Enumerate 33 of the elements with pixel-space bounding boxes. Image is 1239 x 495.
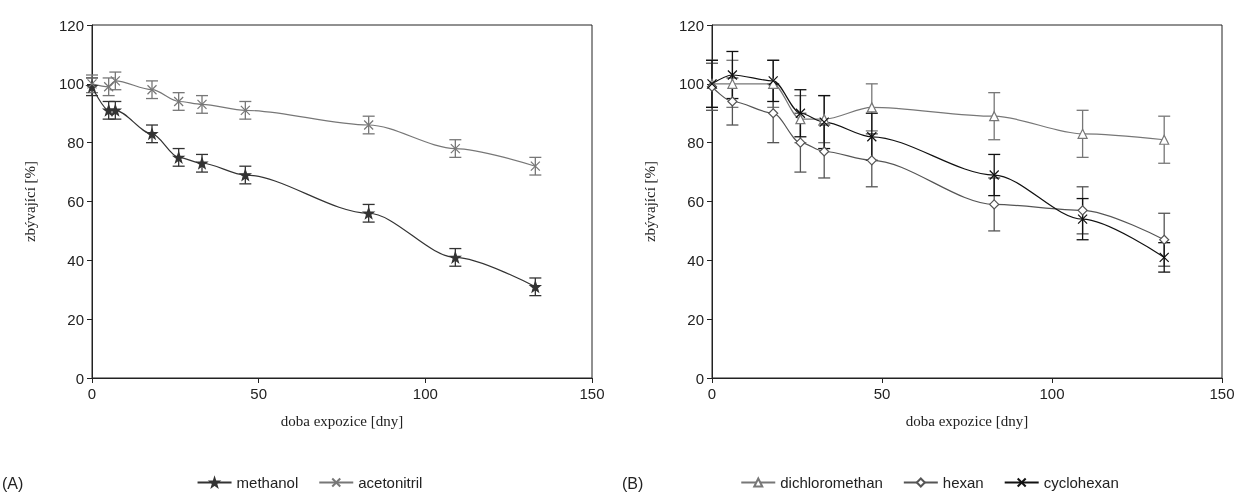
x-tick-label: 150 (1209, 385, 1235, 402)
y-tick-label: 80 (687, 134, 704, 152)
y-tick-label: 20 (67, 310, 84, 328)
legend-label: dichloromethan (780, 474, 883, 491)
legend-label: methanol (236, 474, 299, 491)
y-tick-label: 60 (67, 193, 84, 210)
text: (B) (622, 474, 644, 492)
y-tick-label: 40 (67, 251, 84, 269)
y-tick-label: 120 (678, 16, 704, 34)
x-tick-label: 50 (873, 385, 891, 402)
y-tick-label: 0 (695, 369, 704, 387)
y-tick-label: 0 (75, 369, 84, 387)
legend-label: cyclohexan (1043, 474, 1119, 491)
x-tick-label: 0 (707, 385, 717, 402)
y-tick-label: 80 (67, 134, 84, 152)
x-tick-label: 50 (250, 385, 268, 402)
y-tick-label: 100 (678, 75, 704, 93)
x-axis-title: doba expozice [dny] (280, 412, 404, 429)
y-tick-label: 60 (687, 193, 704, 210)
x-tick-label: 100 (412, 385, 438, 402)
legend-label: hexan (942, 474, 984, 491)
y-tick-label: 20 (687, 310, 704, 328)
x-tick-label: 0 (87, 385, 97, 402)
y-axis-title: zbývající [%] (641, 160, 658, 243)
y-axis-title: zbývající [%] (21, 160, 38, 243)
x-tick-label: 100 (1039, 385, 1065, 402)
x-tick-label: 150 (579, 385, 605, 402)
y-tick-label: 100 (58, 75, 84, 93)
x-axis-title: doba expozice [dny] (905, 412, 1029, 429)
y-tick-label: 120 (58, 16, 84, 34)
y-tick-label: 40 (687, 251, 704, 269)
legend-label: acetonitril (358, 474, 423, 491)
text: (A) (2, 474, 24, 492)
